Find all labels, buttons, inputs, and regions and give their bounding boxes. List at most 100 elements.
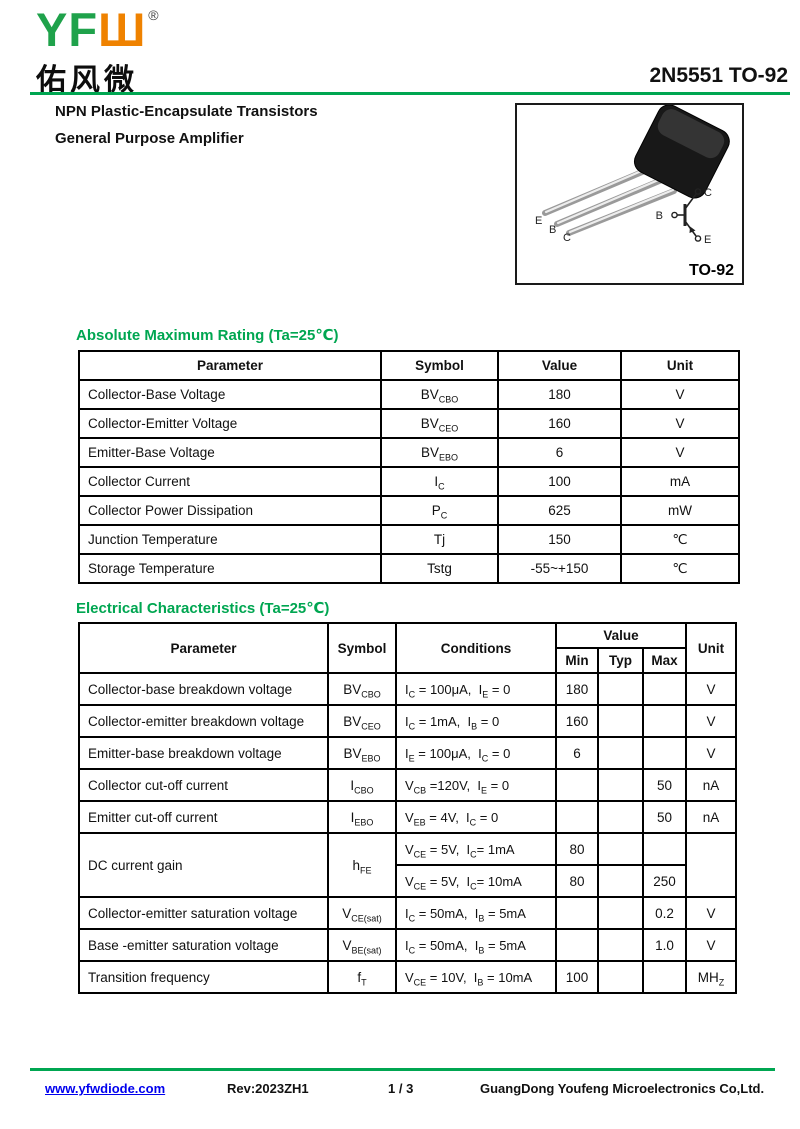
value-cell: 6	[497, 437, 622, 468]
typ-cell	[597, 928, 644, 962]
electrical-characteristics-table: Parameter Symbol Conditions Value Unit M…	[78, 622, 738, 994]
value-cell: -55~+150	[497, 553, 622, 584]
table-row: Collector Power Dissipation PC 625 mW	[78, 495, 740, 526]
revision-label: Rev:2023ZH1	[227, 1081, 309, 1096]
typ-cell	[597, 832, 644, 866]
table-row: Base -emitter saturation voltage VBE(sat…	[78, 928, 738, 962]
unit-cell: MHZ	[685, 960, 738, 994]
package-type-label: TO-92	[689, 262, 734, 279]
table-header-row: Parameter Symbol Value Unit	[78, 350, 740, 381]
min-cell: 80	[555, 832, 599, 866]
conditions-cell: IC = 50mA, IB = 5mA	[395, 896, 557, 930]
header-min: Min	[555, 647, 599, 674]
param-cell: Collector-base breakdown voltage	[78, 672, 329, 706]
table-row: Collector Current IC 100 mA	[78, 466, 740, 497]
param-cell: Collector-Base Voltage	[78, 379, 382, 410]
to92-package-illustration: E B C B C E TO-92	[535, 105, 734, 279]
table-row: Collector-Base Voltage BVCBO 180 V	[78, 379, 740, 410]
value-cell: 625	[497, 495, 622, 526]
pin-label-b: B	[549, 224, 556, 236]
website-link[interactable]: www.yfwdiode.com	[45, 1081, 166, 1096]
package-image-box: E B C B C E TO-92	[515, 103, 744, 285]
typ-cell	[597, 864, 644, 898]
header-unit: Unit	[620, 350, 740, 381]
symbol-cell: VCE(sat)	[327, 896, 397, 930]
param-cell: Junction Temperature	[78, 524, 382, 555]
conditions-cell: IC = 100μA, IE = 0	[395, 672, 557, 706]
max-cell: 50	[641, 800, 688, 834]
unit-cell: V	[685, 896, 738, 930]
min-cell: 180	[555, 672, 599, 706]
min-cell: 160	[555, 704, 599, 738]
header-unit: Unit	[685, 622, 738, 674]
param-cell: Collector Power Dissipation	[78, 495, 382, 526]
table-row: Emitter-base breakdown voltage BVEBO IE …	[78, 736, 738, 770]
value-cell: 160	[497, 408, 622, 439]
symbol-cell: IEBO	[327, 800, 397, 834]
max-cell	[641, 960, 688, 994]
min-cell	[555, 896, 599, 930]
unit-cell: V	[685, 704, 738, 738]
table-row: Collector-Emitter Voltage BVCEO 160 V	[78, 408, 740, 439]
typ-cell	[597, 800, 644, 834]
max-cell: 250	[641, 864, 688, 898]
header-max: Max	[641, 647, 688, 674]
min-cell	[555, 800, 599, 834]
unit-cell: V	[685, 736, 738, 770]
symbol-cell: Tj	[380, 524, 499, 555]
param-cell: Base -emitter saturation voltage	[78, 928, 329, 962]
symbol-label-c: C	[704, 187, 712, 199]
registered-trademark-icon: ®	[148, 7, 160, 23]
header-rule	[30, 92, 790, 95]
typ-cell	[597, 960, 644, 994]
header-conditions: Conditions	[395, 622, 557, 674]
param-cell: Emitter-base breakdown voltage	[78, 736, 329, 770]
min-cell	[555, 768, 599, 802]
symbol-cell: BVCBO	[380, 379, 499, 410]
conditions-cell: IC = 1mA, IB = 0	[395, 704, 557, 738]
table-row: Collector-emitter breakdown voltage BVCE…	[78, 704, 738, 738]
param-cell: Collector-Emitter Voltage	[78, 408, 382, 439]
min-cell: 80	[555, 864, 599, 898]
subtitle-line-2: General Purpose Amplifier	[55, 130, 244, 147]
max-cell: 1.0	[641, 928, 688, 962]
company-name: GuangDong Youfeng Microelectronics Co,Lt…	[480, 1081, 765, 1096]
table-row: Junction Temperature Tj 150 ℃	[78, 524, 740, 555]
conditions-cell: VCB =120V, IE = 0	[395, 768, 557, 802]
param-cell: Collector-emitter saturation voltage	[78, 896, 329, 930]
symbol-cell: fT	[327, 960, 397, 994]
package-leads	[542, 164, 677, 236]
max-cell	[641, 704, 688, 738]
unit-cell: nA	[685, 768, 738, 802]
symbol-cell: VBE(sat)	[327, 928, 397, 962]
table-row: Emitter-Base Voltage BVEBO 6 V	[78, 437, 740, 468]
typ-cell	[597, 736, 644, 770]
value-cell: 150	[497, 524, 622, 555]
symbol-cell: IC	[380, 466, 499, 497]
header-value: Value	[554, 622, 688, 649]
header-symbol: Symbol	[380, 350, 499, 381]
unit-cell: ℃	[620, 553, 740, 584]
param-cell: Collector-emitter breakdown voltage	[78, 704, 329, 738]
unit-cell	[685, 832, 738, 898]
typ-cell	[597, 768, 644, 802]
table-row: Collector-emitter saturation voltage VCE…	[78, 896, 738, 930]
min-cell: 100	[555, 960, 599, 994]
param-cell: Transition frequency	[78, 960, 329, 994]
header-parameter: Parameter	[78, 622, 329, 674]
symbol-cell: BVEBO	[327, 736, 397, 770]
table-row: Storage Temperature Tstg -55~+150 ℃	[78, 553, 740, 584]
logo-yf-text: YF	[36, 3, 99, 56]
header-parameter: Parameter	[78, 350, 382, 381]
conditions-cell: VCE = 5V, IC= 1mA	[395, 832, 557, 866]
symbol-label-e: E	[704, 234, 711, 246]
table-header-row: Parameter Symbol Conditions Value Unit	[78, 622, 738, 674]
pin-label-c: C	[563, 232, 571, 244]
table-row: Collector cut-off current ICBO VCB =120V…	[78, 768, 738, 802]
brand-logo: YFШ ® 佑风微	[36, 6, 160, 99]
conditions-cell: VEB = 4V, IC = 0	[395, 800, 557, 834]
table-row: Transition frequency fT VCE = 10V, IB = …	[78, 960, 738, 994]
header-value: Value	[497, 350, 622, 381]
table-subheader-row: Min Typ Max	[79, 647, 736, 674]
conditions-cell: IE = 100μA, IC = 0	[395, 736, 557, 770]
